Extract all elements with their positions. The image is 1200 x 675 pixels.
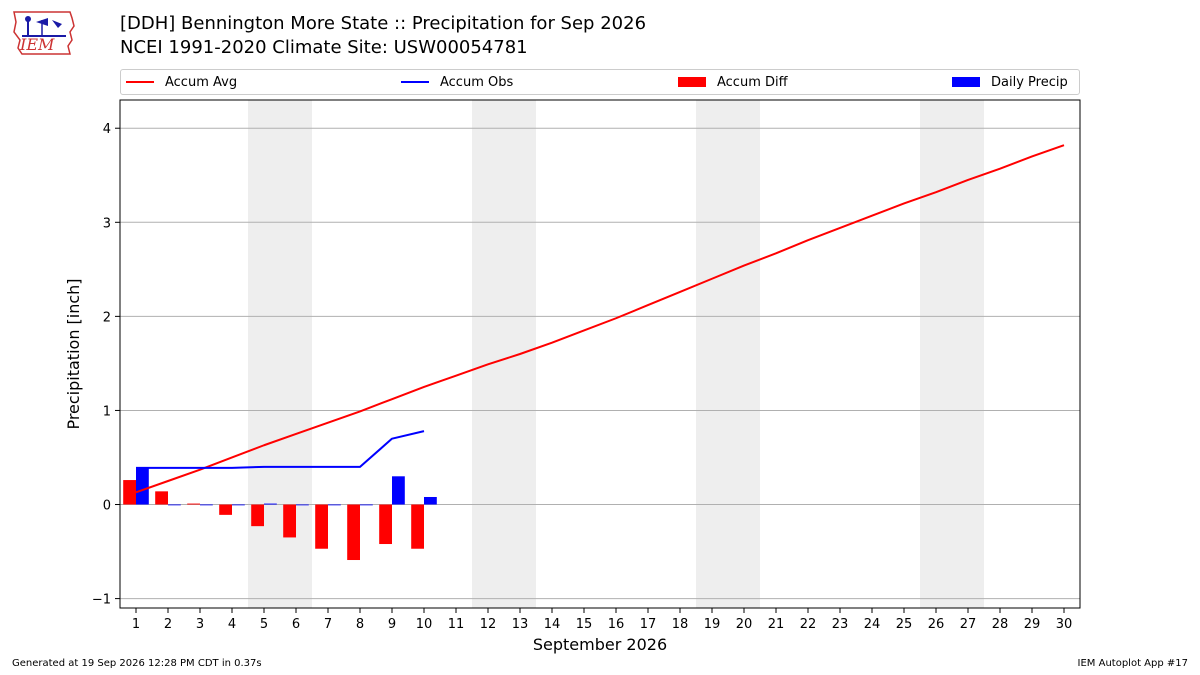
- accum-diff-bar: [411, 504, 424, 549]
- y-tick-label: −1: [92, 593, 111, 608]
- x-tick-label: 15: [576, 617, 593, 632]
- daily-precip-bar: [232, 504, 245, 506]
- x-tick-label: 21: [768, 617, 785, 632]
- x-tick-label: 10: [416, 617, 433, 632]
- daily-precip-bar: [168, 504, 181, 506]
- x-axis-label: September 2026: [533, 635, 667, 654]
- x-tick-label: 16: [608, 617, 625, 632]
- x-tick-label: 17: [640, 617, 657, 632]
- legend-item-accum-diff: Accum Diff: [678, 74, 788, 90]
- x-tick-label: 9: [388, 617, 396, 632]
- weekend-band: [472, 100, 536, 608]
- daily-precip-bar: [328, 504, 341, 506]
- accum-diff-bar: [379, 504, 392, 545]
- x-tick-label: 23: [832, 617, 849, 632]
- legend-swatch-daily-precip: [952, 77, 980, 87]
- x-tick-label: 29: [1024, 617, 1041, 632]
- daily-precip-bar: [392, 476, 405, 505]
- daily-precip-bar: [424, 496, 437, 505]
- daily-precip-bar: [360, 504, 373, 506]
- x-tick-label: 26: [928, 617, 945, 632]
- x-tick-label: 1: [132, 617, 140, 632]
- weekend-band: [248, 100, 312, 608]
- x-tick-label: 27: [960, 617, 977, 632]
- daily-precip-bar: [296, 504, 309, 506]
- accum-avg-line: [135, 144, 1065, 494]
- accum-diff-bar: [251, 504, 264, 527]
- legend-swatch-accum-avg: [126, 81, 154, 83]
- x-tick-label: 2: [164, 617, 172, 632]
- x-tick-label: 22: [800, 617, 817, 632]
- weekend-band: [696, 100, 760, 608]
- accum-diff-bar: [187, 503, 200, 505]
- x-tick-label: 30: [1056, 617, 1073, 632]
- y-tick-label: 4: [103, 122, 111, 137]
- plot-frame: [119, 99, 1081, 609]
- x-tick-label: 4: [228, 617, 236, 632]
- svg-text:IEM: IEM: [19, 35, 55, 54]
- accum-diff-bar: [283, 504, 296, 538]
- weekend-band: [920, 100, 984, 608]
- accum-obs-line: [136, 430, 425, 469]
- accum-diff-bar: [315, 504, 328, 549]
- y-tick-label: 2: [103, 310, 111, 325]
- x-tick-label: 19: [704, 617, 721, 632]
- x-tick-label: 5: [260, 617, 268, 632]
- legend-label-daily-precip: Daily Precip: [991, 74, 1068, 90]
- y-tick-label: 1: [103, 404, 111, 419]
- y-axis-label: Precipitation [inch]: [64, 278, 83, 429]
- accum-diff-bar: [123, 480, 136, 505]
- legend-item-accum-obs: Accum Obs: [401, 74, 513, 90]
- legend-swatch-accum-obs: [401, 81, 429, 83]
- daily-precip-bar: [200, 504, 213, 506]
- footer-app-label: IEM Autoplot App #17: [1077, 658, 1188, 669]
- x-tick-label: 20: [736, 617, 753, 632]
- x-tick-label: 3: [196, 617, 204, 632]
- legend-item-accum-avg: Accum Avg: [126, 74, 237, 90]
- legend-item-daily-precip: Daily Precip: [952, 74, 1068, 90]
- legend: Accum Avg Accum Obs Accum Diff Daily Pre…: [120, 69, 1080, 95]
- x-tick-label: 24: [864, 617, 881, 632]
- legend-label-accum-obs: Accum Obs: [440, 74, 514, 90]
- x-tick-label: 25: [896, 617, 913, 632]
- accum-diff-bar: [347, 504, 360, 561]
- chart-subtitle: NCEI 1991-2020 Climate Site: USW00054781: [120, 37, 528, 58]
- iem-logo: IEM: [8, 6, 80, 62]
- x-tick-label: 13: [512, 617, 529, 632]
- legend-label-accum-diff: Accum Diff: [717, 74, 788, 90]
- x-tick-label: 28: [992, 617, 1009, 632]
- x-tick-label: 6: [292, 617, 300, 632]
- legend-swatch-accum-diff: [678, 77, 706, 87]
- accum-diff-bar: [155, 491, 168, 505]
- chart-title: [DDH] Bennington More State :: Precipita…: [120, 13, 647, 34]
- x-tick-label: 14: [544, 617, 561, 632]
- x-tick-label: 12: [480, 617, 497, 632]
- x-tick-label: 7: [324, 617, 332, 632]
- footer-generated-note: Generated at 19 Sep 2026 12:28 PM CDT in…: [12, 658, 262, 669]
- x-tick-label: 8: [356, 617, 364, 632]
- accum-diff-bar: [219, 504, 232, 515]
- x-tick-label: 11: [448, 617, 465, 632]
- daily-precip-bar: [136, 467, 149, 505]
- y-tick-label: 3: [103, 216, 111, 231]
- x-tick-label: 18: [672, 617, 689, 632]
- y-tick-label: 0: [103, 499, 111, 514]
- daily-precip-bar: [264, 503, 277, 505]
- legend-label-accum-avg: Accum Avg: [165, 74, 238, 90]
